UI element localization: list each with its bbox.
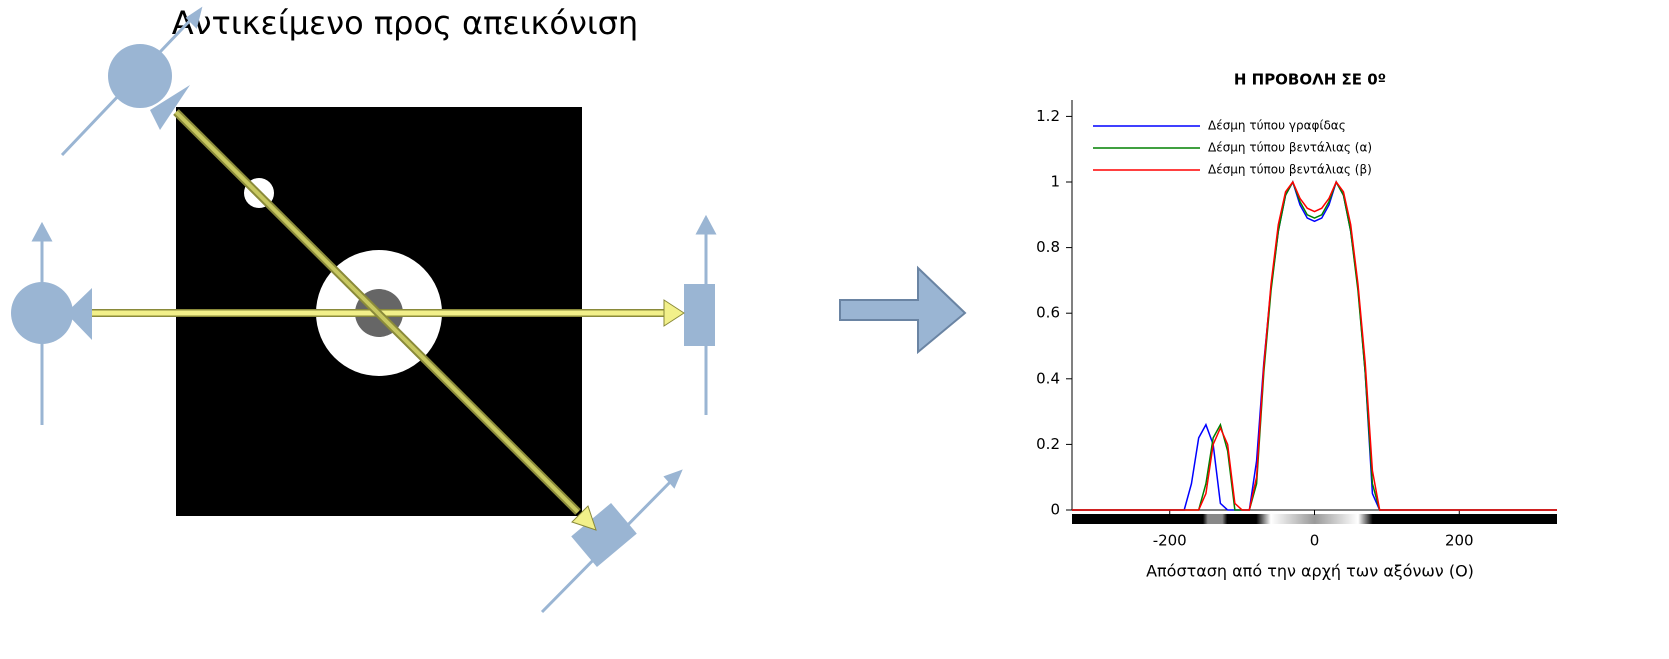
y-tick-label: 0.6 [1036,304,1060,322]
beams [92,109,685,531]
legend-label: Δέσμη τύπου γραφίδας [1208,119,1346,133]
y-tick-label: 0 [1050,501,1060,519]
diagram-title: Αντικείμενο προς απεικόνιση [172,4,638,42]
detector [571,502,637,568]
object-profile-strip [1072,514,1557,524]
y-tick-label: 1.2 [1036,107,1060,125]
diagram: Αντικείμενο προς απεικόνιση [11,4,967,614]
x-tick-label: -200 [1153,532,1187,550]
y-tick-label: 0.8 [1036,238,1060,256]
y-tick-label: 0.2 [1036,435,1060,453]
source-cone [150,85,190,130]
y-tick-label: 1 [1050,173,1060,191]
source [11,282,73,344]
y-tick-label: 0.4 [1036,369,1060,387]
source-cone [66,288,92,340]
legend-label: Δέσμη τύπου βεντάλιας (β) [1208,163,1372,177]
data-line [1072,180,1557,511]
legend-label: Δέσμη τύπου βεντάλιας (α) [1208,141,1372,155]
data-line [1072,180,1557,511]
x-axis-label: Απόσταση από την αρχή των αξόνων (O) [1146,562,1474,581]
chart: Η ΠΡΟΒΟΛΗ ΣΕ 0º Απόσταση από την αρχή τω… [1036,71,1557,581]
data-line [1072,180,1557,511]
x-tick-label: 200 [1445,532,1474,550]
source [108,44,172,108]
flow-arrow [839,265,967,355]
chart-title: Η ΠΡΟΒΟΛΗ ΣΕ 0º [1234,71,1386,89]
x-tick-label: 0 [1310,532,1320,550]
detector [684,284,715,346]
